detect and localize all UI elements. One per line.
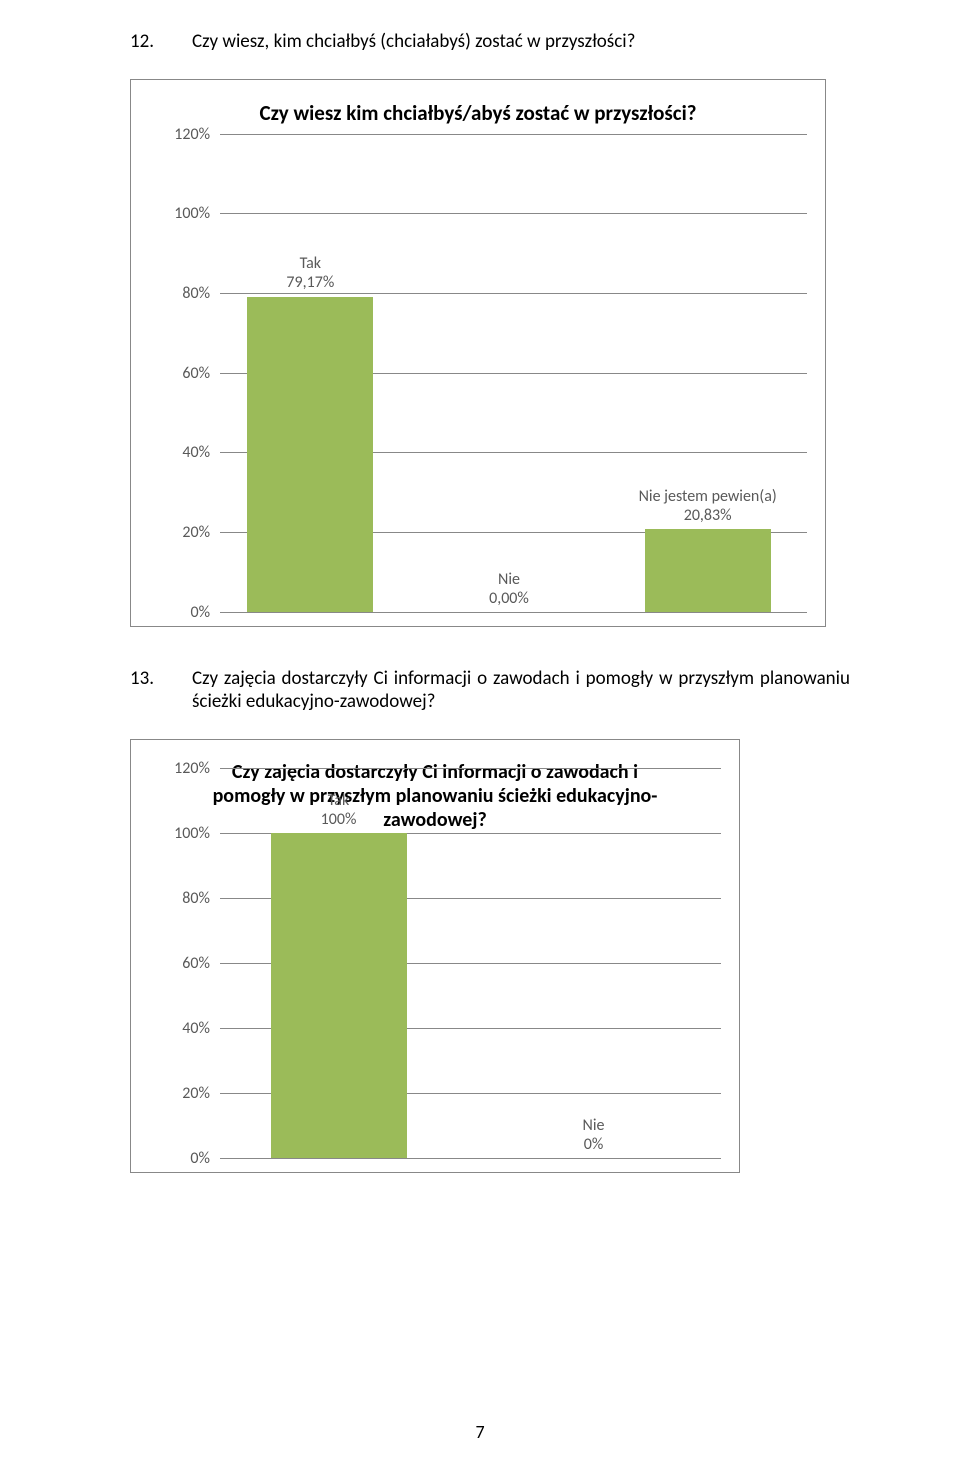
chart-1-bar-label-top: Nie jestem pewien(a) bbox=[639, 487, 777, 506]
page: 12. Czy wiesz, kim chciałbyś (chciałabyś… bbox=[0, 0, 960, 1479]
chart-1-bar bbox=[247, 297, 373, 612]
chart-2-y-label: 80% bbox=[149, 889, 220, 908]
chart-1-bar-label: Tak79,17% bbox=[286, 254, 334, 292]
chart-2-bar-label-top: Nie bbox=[583, 1116, 605, 1135]
chart-1-bar-label-top: Nie bbox=[489, 570, 529, 589]
chart-2-bar bbox=[271, 833, 407, 1158]
chart-2-y-label: 120% bbox=[149, 759, 220, 778]
chart-1-y-label: 60% bbox=[149, 364, 220, 383]
question-12-heading: 12. Czy wiesz, kim chciałbyś (chciałabyś… bbox=[130, 30, 850, 53]
question-12-number: 12. bbox=[130, 30, 192, 53]
question-13-number: 13. bbox=[130, 667, 192, 713]
chart-2-plot: 0%20%40%60%80%100%120% Tak100%Nie0% bbox=[149, 768, 721, 1158]
question-12-text: Czy wiesz, kim chciałbyś (chciałabyś) zo… bbox=[192, 30, 850, 53]
chart-2-box: Czy zajęcia dostarczyły Ci informacji o … bbox=[130, 739, 740, 1173]
chart-2-inner: Czy zajęcia dostarczyły Ci informacji o … bbox=[131, 740, 739, 1172]
chart-2-y-label: 20% bbox=[149, 1084, 220, 1103]
chart-1-bar-slot: Nie jestem pewien(a)20,83% bbox=[609, 134, 807, 612]
chart-2-y-label: 100% bbox=[149, 824, 220, 843]
question-13-text: Czy zajęcia dostarczyły Ci informacji o … bbox=[192, 667, 850, 713]
chart-1-title: Czy wiesz kim chciałbyś/abyś zostać w pr… bbox=[149, 100, 807, 126]
chart-1-bar-value: 79,17% bbox=[286, 273, 334, 292]
chart-1-bar bbox=[645, 529, 771, 612]
chart-2-bar-slot: Nie0% bbox=[466, 768, 721, 1158]
chart-2-bar-label: Tak100% bbox=[321, 791, 357, 829]
chart-2-bars: Tak100% Nie0% bbox=[211, 768, 721, 1158]
chart-1-y-label: 20% bbox=[149, 523, 220, 542]
chart-1-bar-label-top: Tak bbox=[286, 254, 334, 273]
question-13-heading: 13. Czy zajęcia dostarczyły Ci informacj… bbox=[130, 667, 850, 713]
chart-1-bar-label: Nie0,00% bbox=[489, 570, 529, 608]
chart-1-plot: 0%20%40%60%80%100%120% Tak79,17%Nie0,00%… bbox=[149, 134, 807, 612]
chart-1-bar-label: Nie jestem pewien(a)20,83% bbox=[639, 487, 777, 525]
chart-2-y-label: 60% bbox=[149, 954, 220, 973]
chart-2-bar-value: 0% bbox=[583, 1135, 605, 1154]
chart-1-y-label: 100% bbox=[149, 204, 220, 223]
chart-2-bar-label: Nie0% bbox=[583, 1116, 605, 1154]
chart-1-y-label: 0% bbox=[149, 603, 220, 622]
chart-1-bar-value: 20,83% bbox=[639, 506, 777, 525]
chart-1-y-label: 40% bbox=[149, 443, 220, 462]
chart-2-y-label: 40% bbox=[149, 1019, 220, 1038]
page-number: 7 bbox=[0, 1421, 960, 1443]
chart-2-bar-value: 100% bbox=[321, 810, 357, 829]
chart-2-y-label: 0% bbox=[149, 1149, 220, 1168]
chart-1-bar-slot: Tak79,17% bbox=[211, 134, 409, 612]
chart-1-bar-value: 0,00% bbox=[489, 589, 529, 608]
chart-2-bar-label-top: Tak bbox=[321, 791, 357, 810]
chart-1-bar-slot: Nie0,00% bbox=[410, 134, 608, 612]
chart-2-bar-slot: Tak100% bbox=[211, 768, 466, 1158]
chart-1-bars: Tak79,17% Nie0,00% Nie jestem pewien(a)20,… bbox=[211, 134, 807, 612]
chart-1-y-label: 80% bbox=[149, 284, 220, 303]
chart-1-inner: Czy wiesz kim chciałbyś/abyś zostać w pr… bbox=[131, 80, 825, 626]
chart-1-y-label: 120% bbox=[149, 125, 220, 144]
chart-1-box: Czy wiesz kim chciałbyś/abyś zostać w pr… bbox=[130, 79, 826, 627]
